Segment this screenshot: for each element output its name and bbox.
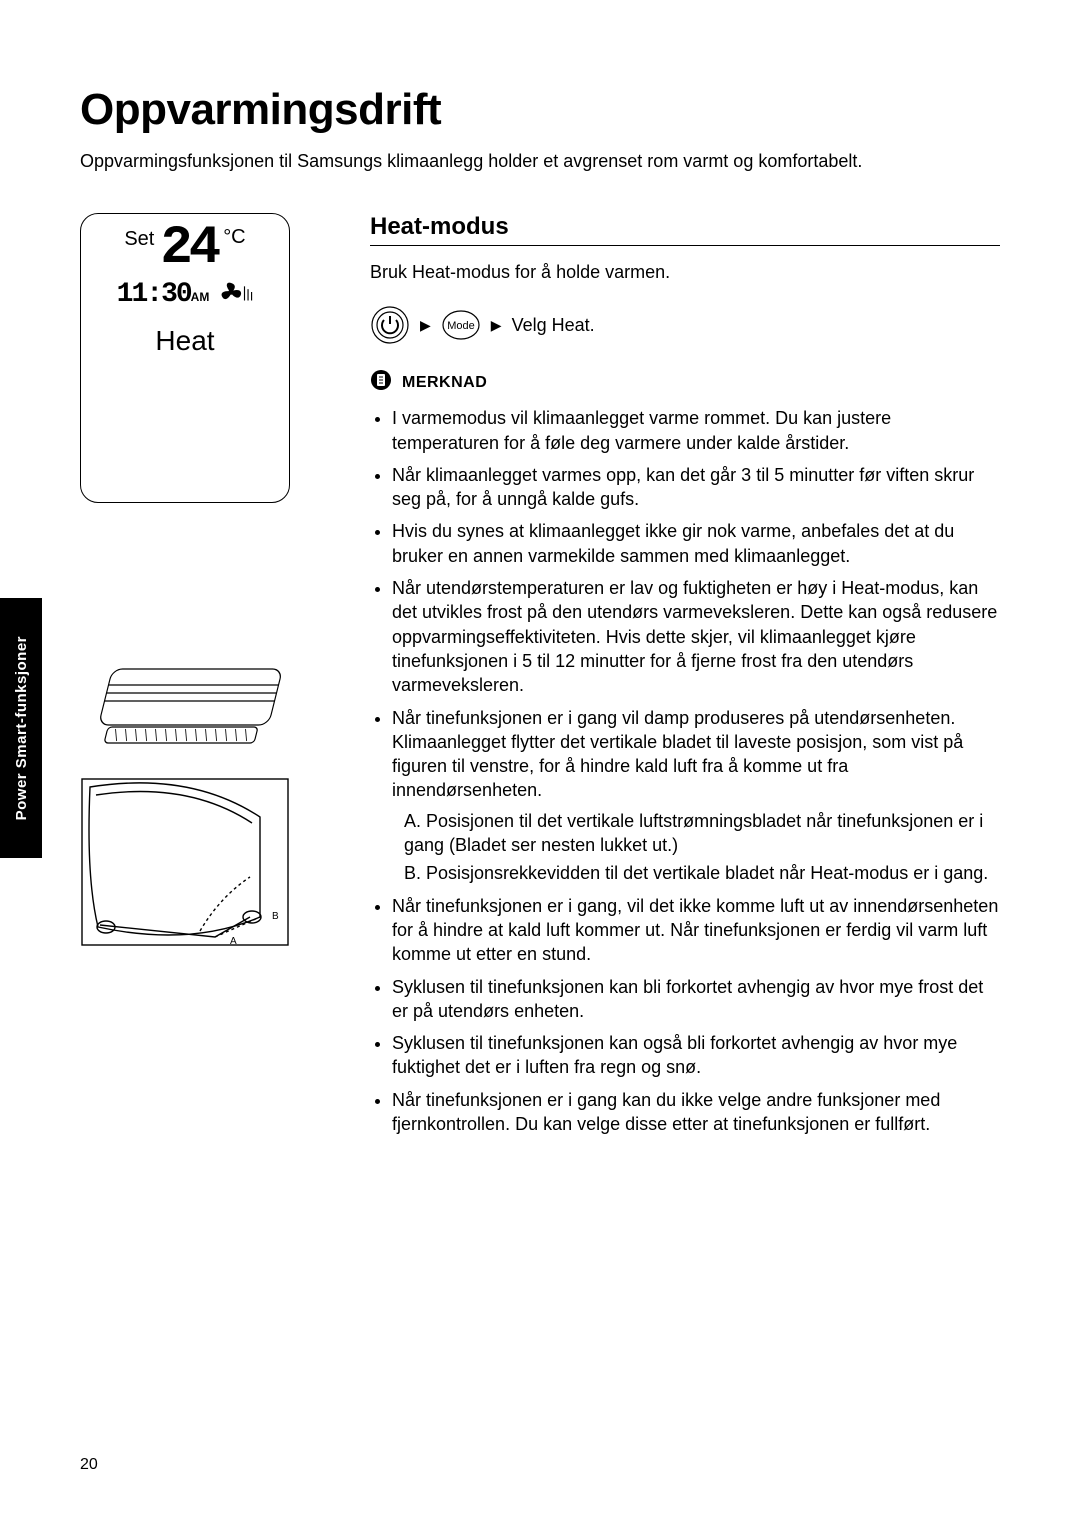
mode-icon: Mode bbox=[441, 305, 481, 345]
heat-mode-lead: Bruk Heat-modus for å holde varmen. bbox=[370, 262, 1000, 283]
merknad-label: MERKNAD bbox=[402, 374, 487, 392]
step-row: ▶ Mode ▶ Velg Heat. bbox=[370, 305, 1000, 345]
note-sub-b: B. Posisjonsrekkevidden til det vertikal… bbox=[404, 861, 1000, 885]
display-unit: °C bbox=[223, 226, 245, 249]
remote-display-panel: Set 24 °C 11:30AM bbox=[80, 213, 290, 503]
content-layout: Set 24 °C 11:30AM bbox=[80, 213, 1000, 1144]
note-icon bbox=[370, 369, 392, 396]
note-item: Når tinefunksjonen er i gang vil damp pr… bbox=[392, 706, 1000, 886]
display-temperature: 24 bbox=[160, 226, 217, 272]
illustration-label-b: B bbox=[272, 911, 279, 922]
fan-icon bbox=[219, 278, 253, 311]
ac-unit-illustration bbox=[80, 663, 290, 759]
page-title: Oppvarmingsdrift bbox=[80, 85, 1000, 135]
notes-list: I varmemodus vil klimaanlegget varme rom… bbox=[370, 406, 1000, 1136]
illustration-label-a: A bbox=[230, 936, 237, 947]
note-item: Syklusen til tinefunksjonen kan bli fork… bbox=[392, 975, 1000, 1024]
note-sub-a: A. Posisjonen til det vertikale luftstrø… bbox=[404, 809, 1000, 858]
heat-mode-title: Heat-modus bbox=[370, 213, 1000, 246]
arrow-icon: ▶ bbox=[420, 317, 431, 334]
note-item: Hvis du synes at klimaanlegget ikke gir … bbox=[392, 519, 1000, 568]
side-tab: Power Smart-funksjoner bbox=[0, 598, 42, 858]
display-mode: Heat bbox=[91, 325, 279, 357]
note-item: Når klimaanlegget varmes opp, kan det gå… bbox=[392, 463, 1000, 512]
svg-text:Mode: Mode bbox=[447, 320, 475, 332]
page-number: 20 bbox=[80, 1456, 98, 1474]
page-intro: Oppvarmingsfunksjonen til Samsungs klima… bbox=[80, 149, 1000, 173]
note-item: Når tinefunksjonen er i gang kan du ikke… bbox=[392, 1088, 1000, 1137]
display-set-label: Set bbox=[124, 228, 154, 251]
display-ampm: AM bbox=[191, 290, 210, 304]
display-time: 11:30 bbox=[117, 279, 191, 310]
blade-position-illustration: A B bbox=[80, 777, 290, 947]
step-instruction: Velg Heat. bbox=[512, 315, 595, 336]
note-item: Når tinefunksjonen er i gang, vil det ik… bbox=[392, 894, 1000, 967]
note-item: Når utendørstemperaturen er lav og fukti… bbox=[392, 576, 1000, 697]
merknad-header: MERKNAD bbox=[370, 369, 1000, 396]
note-item: I varmemodus vil klimaanlegget varme rom… bbox=[392, 406, 1000, 455]
right-column: Heat-modus Bruk Heat-modus for å holde v… bbox=[370, 213, 1000, 1144]
power-icon bbox=[370, 305, 410, 345]
arrow-icon: ▶ bbox=[491, 317, 502, 334]
illustration-block: A B bbox=[80, 663, 290, 947]
note-item: Syklusen til tinefunksjonen kan også bli… bbox=[392, 1031, 1000, 1080]
left-column: Set 24 °C 11:30AM bbox=[80, 213, 290, 1144]
